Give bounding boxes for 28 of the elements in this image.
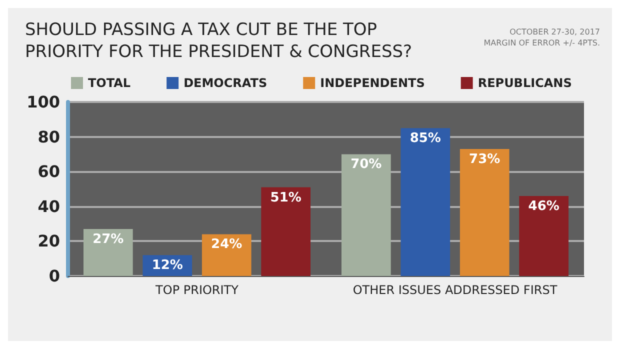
data-label: 27% <box>92 232 124 248</box>
bar <box>261 187 311 276</box>
data-label: 12% <box>152 258 183 274</box>
legend-label: INDEPENDENTS <box>320 76 425 90</box>
data-label: 46% <box>528 198 560 214</box>
y-tick-label: 100 <box>26 92 60 112</box>
data-label: 24% <box>211 237 242 252</box>
legend-label: DEMOCRATS <box>184 76 268 90</box>
bar <box>519 196 569 276</box>
legend-label: TOTAL <box>88 76 131 90</box>
data-label: 70% <box>350 157 382 172</box>
chart-title: SHOULD PASSING A TAX CUT BE THE TOP PRIORITY FOR THE PRESIDENT & CONGRESS? <box>25 20 412 62</box>
bar <box>202 234 252 276</box>
bar <box>400 128 450 276</box>
y-tick-label: 60 <box>38 162 60 182</box>
x-tick-label: TOP PRIORITY <box>154 283 240 297</box>
data-label: 51% <box>270 190 302 206</box>
y-tick-label: 40 <box>38 196 60 216</box>
y-tick-label: 80 <box>38 127 60 146</box>
bar <box>460 148 510 276</box>
legend-label: REPUBLICANS <box>478 76 572 90</box>
text: OCTOBER 27-30, 2017 <box>510 28 600 36</box>
x-tick-label: OTHER ISSUES ADDRESSED FIRST <box>352 283 558 297</box>
data-label: 73% <box>469 152 500 167</box>
y-tick-label: 0 <box>48 266 60 286</box>
text: MARGIN OF ERROR +/- 4PTS. <box>484 38 600 48</box>
y-tick-label: 20 <box>38 232 60 251</box>
data-label: 85% <box>410 131 441 146</box>
